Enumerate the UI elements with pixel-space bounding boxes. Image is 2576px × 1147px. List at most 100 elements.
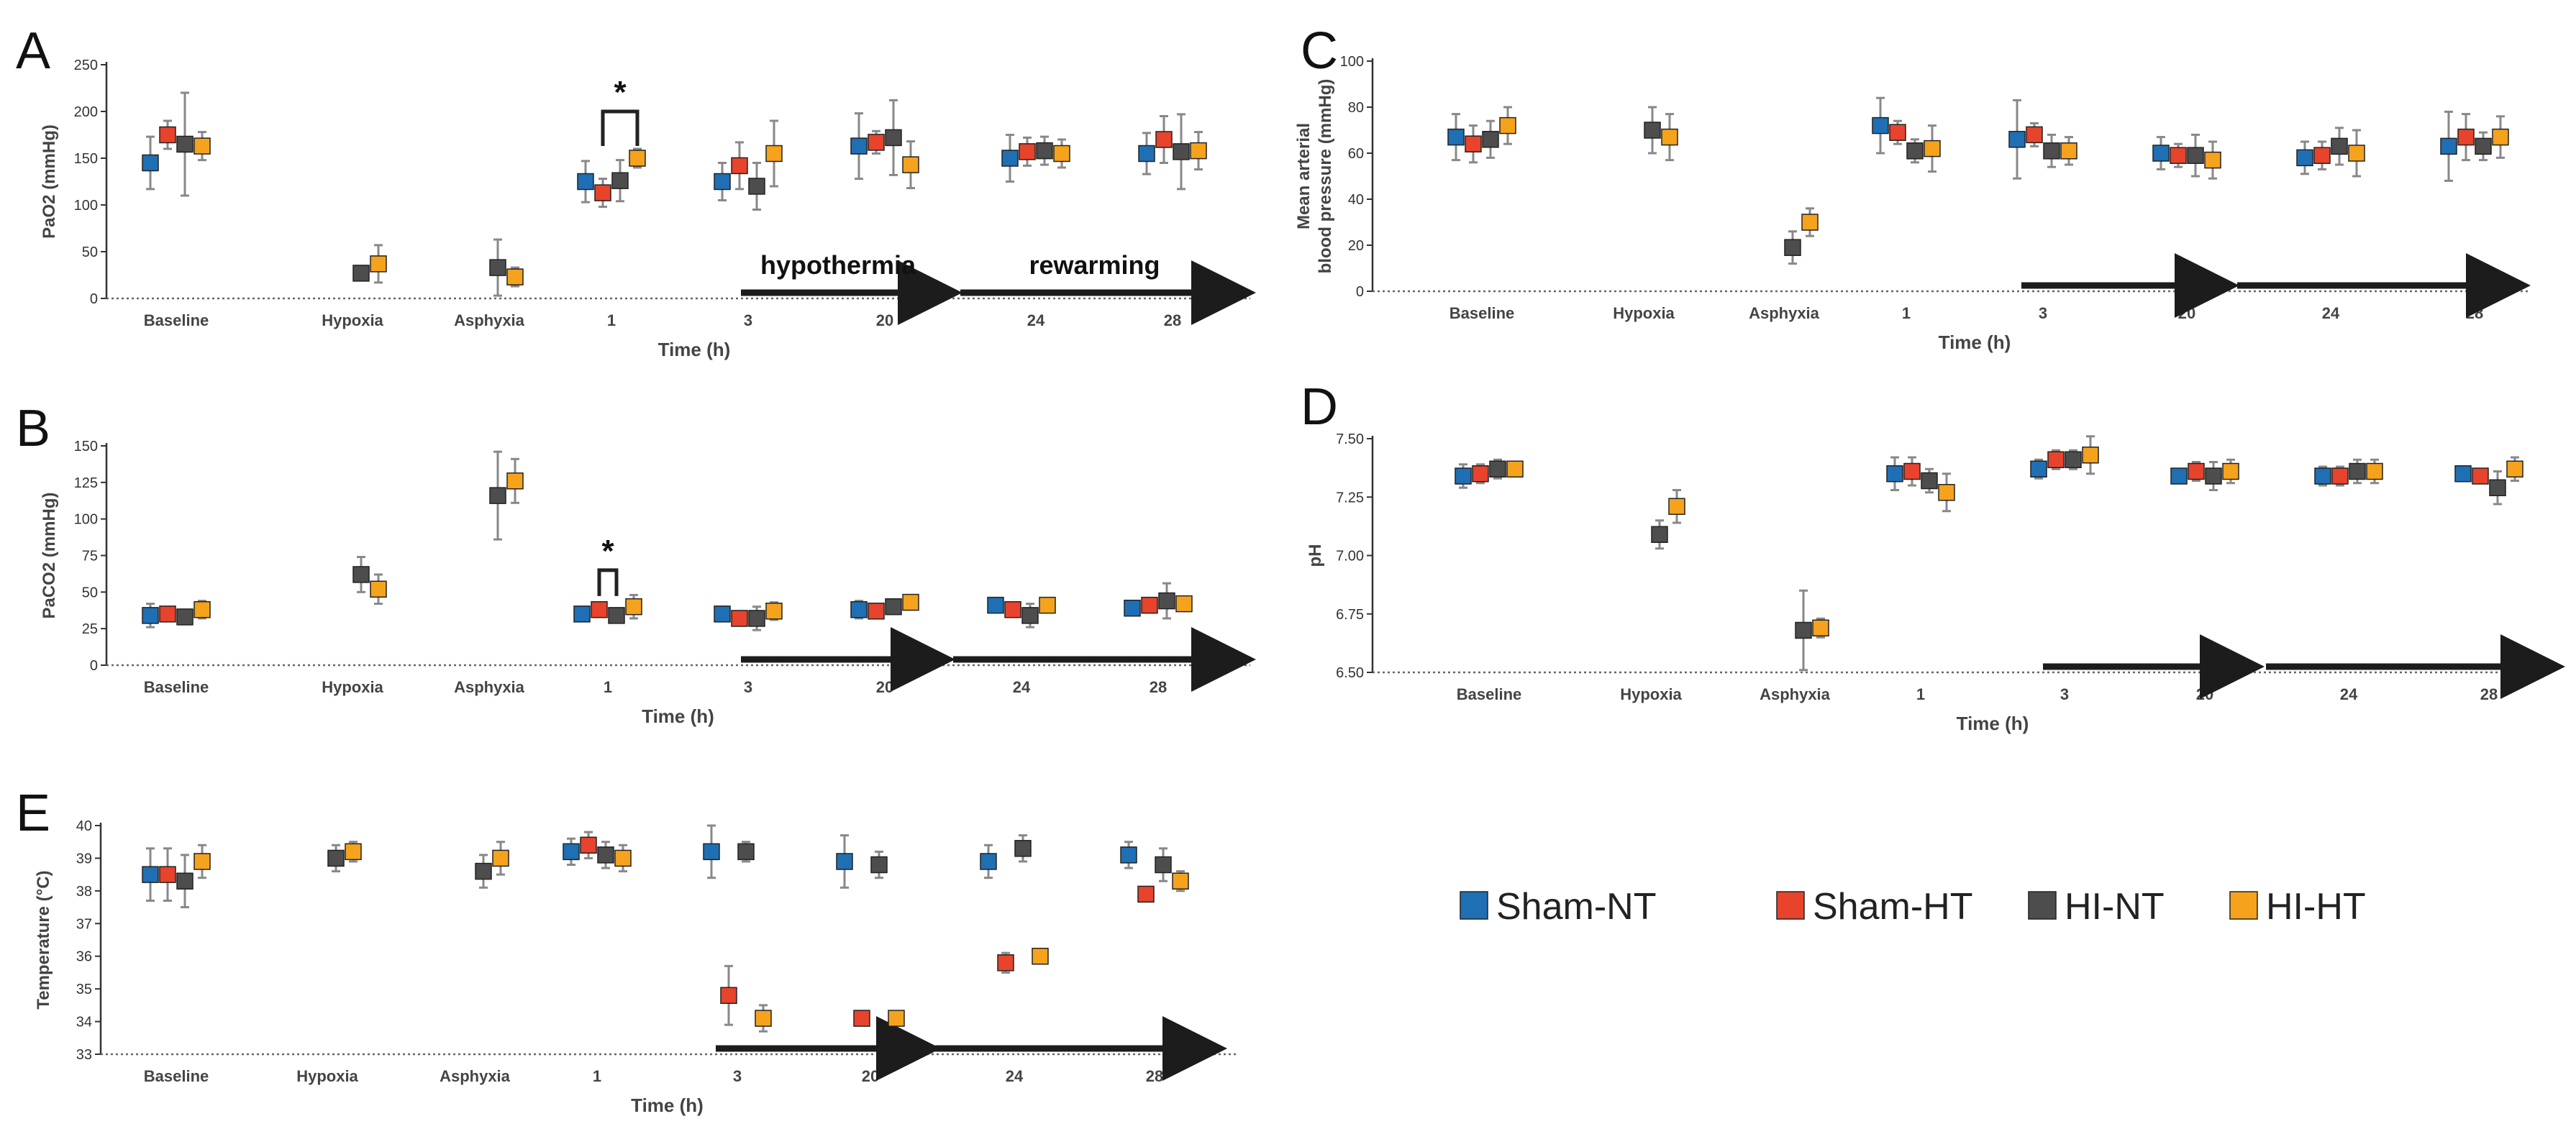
panel-letter: B — [16, 400, 50, 457]
y-tick-label: 20 — [1348, 238, 1364, 254]
data-point-sham-nt — [577, 173, 594, 191]
data-point-hi-ht — [492, 849, 509, 867]
data-point-hi-nt — [489, 259, 506, 276]
data-point-sham-nt — [563, 843, 580, 861]
legend-label-sham-nt: Sham-NT — [1496, 886, 1656, 928]
x-axis-label: Time (h) — [1939, 332, 2011, 353]
data-point-sham-ht — [1472, 465, 1489, 483]
data-point-sham-ht — [159, 866, 176, 883]
data-point-hi-nt — [1158, 592, 1175, 610]
y-axis-label-line: blood pressure (mmHg) — [1316, 79, 1335, 274]
x-tick-label: Baseline — [144, 678, 209, 696]
data-point-hi-nt — [1906, 142, 1924, 160]
data-point-hi-ht — [1924, 140, 1941, 157]
data-point-hi-nt — [176, 608, 194, 626]
legend-label-sham-ht: Sham-HT — [1813, 886, 1972, 928]
x-tick-label: 3 — [2039, 304, 2047, 322]
data-point-sham-nt — [1138, 145, 1155, 163]
y-tick-label: 35 — [76, 982, 92, 997]
rewarming-label: rewarming — [1029, 250, 1160, 280]
x-axis-label: Time (h) — [642, 705, 714, 727]
y-tick-label: 6.75 — [1336, 607, 1364, 623]
data-point-sham-nt — [142, 154, 159, 172]
data-point-hi-nt — [176, 135, 194, 153]
data-point-sham-ht — [2331, 467, 2349, 485]
data-point-sham-ht — [731, 157, 748, 175]
x-tick-label: Baseline — [144, 1067, 209, 1085]
legend-swatch-sham-ht — [1776, 891, 1805, 920]
data-point-hi-ht — [2348, 145, 2365, 162]
data-point-hi-nt — [1784, 239, 1801, 256]
data-point-hi-nt — [1155, 856, 1172, 874]
data-point-hi-ht — [1506, 460, 1524, 477]
data-point-hi-ht — [345, 843, 362, 861]
data-point-hi-nt — [2043, 142, 2060, 160]
y-tick-label: 50 — [82, 245, 98, 260]
data-point-hi-nt — [1173, 143, 1190, 160]
x-tick-label: 3 — [733, 1067, 742, 1085]
data-point-hi-nt — [327, 849, 345, 867]
data-point-hi-ht — [506, 268, 524, 285]
data-point-sham-nt — [1001, 150, 1019, 167]
data-point-sham-ht — [580, 836, 597, 854]
y-tick-label: 75 — [82, 549, 98, 565]
y-tick-label: 7.25 — [1336, 490, 1364, 506]
panel-e: E 33 34 35 36 37 38 39 40 Temperature (°C) Baselin… — [16, 785, 1237, 1116]
data-point-hi-nt — [2475, 137, 2492, 155]
y-tick-label: 34 — [76, 1015, 92, 1031]
y-tick-label: 100 — [74, 198, 98, 214]
data-point-hi-nt — [1014, 840, 1032, 857]
significance-star: * — [614, 75, 627, 110]
data-point-hi-ht — [194, 853, 211, 870]
data-point-sham-ht — [1141, 596, 1158, 614]
data-point-hi-ht — [1938, 484, 1955, 501]
data-point-sham-ht — [868, 603, 885, 620]
y-tick-label: 0 — [1356, 284, 1364, 300]
data-point-hi-ht — [194, 600, 211, 618]
data-point-hi-ht — [1039, 596, 1056, 614]
data-point-hi-nt — [1489, 460, 1506, 477]
legend-label-hi-ht: HI-HT — [2266, 886, 2366, 928]
x-tick-label: 24 — [2322, 304, 2340, 322]
data-point-hi-nt — [2205, 467, 2222, 485]
y-tick-label: 125 — [74, 475, 98, 491]
significance-bracket — [601, 109, 640, 146]
data-point-hi-nt — [489, 487, 506, 504]
data-point-sham-nt — [703, 843, 720, 861]
data-point-hi-ht — [2492, 128, 2509, 146]
x-tick-label: 28 — [2480, 685, 2498, 703]
data-point-sham-nt — [2314, 467, 2331, 485]
significance-bracket — [597, 568, 619, 596]
x-axis-label: Time (h) — [631, 1095, 704, 1116]
data-point-hi-ht — [629, 150, 646, 167]
data-point-sham-ht — [1004, 600, 1021, 618]
data-point-hi-nt — [475, 862, 492, 880]
data-point-hi-ht — [902, 593, 919, 611]
y-tick-label: 0 — [90, 658, 98, 674]
data-point-sham-ht — [159, 126, 176, 144]
x-tick-label: 1 — [604, 678, 612, 696]
y-axis-label-line: Mean arterial — [1294, 123, 1314, 229]
data-point-sham-nt — [2152, 145, 2170, 162]
data-point-sham-ht — [731, 610, 748, 627]
data-point-hi-nt — [176, 872, 194, 890]
panel-c: C 0 20 40 60 80 100 Mean arterial blood pressure… — [1294, 22, 2531, 353]
data-point-hi-nt — [1795, 621, 1812, 639]
x-tick-label: 28 — [1164, 311, 1181, 329]
y-tick-label: 37 — [76, 916, 92, 932]
y-tick-label: 80 — [1348, 100, 1364, 116]
data-point-hi-ht — [1668, 498, 1685, 515]
x-tick-label: Asphyxia — [1749, 304, 1820, 322]
x-axis-label: Time (h) — [658, 339, 731, 360]
data-point-sham-ht — [868, 134, 885, 151]
data-point-sham-ht — [594, 184, 611, 201]
x-tick-label: 1 — [607, 311, 616, 329]
x-tick-label: Baseline — [1457, 685, 1522, 703]
data-point-sham-nt — [836, 853, 853, 870]
panel-letter: C — [1301, 22, 1338, 80]
data-point-sham-nt — [714, 606, 731, 623]
data-point-hi-ht — [625, 598, 642, 616]
data-point-hi-ht — [888, 1010, 905, 1027]
x-tick-label: 24 — [1027, 311, 1045, 329]
